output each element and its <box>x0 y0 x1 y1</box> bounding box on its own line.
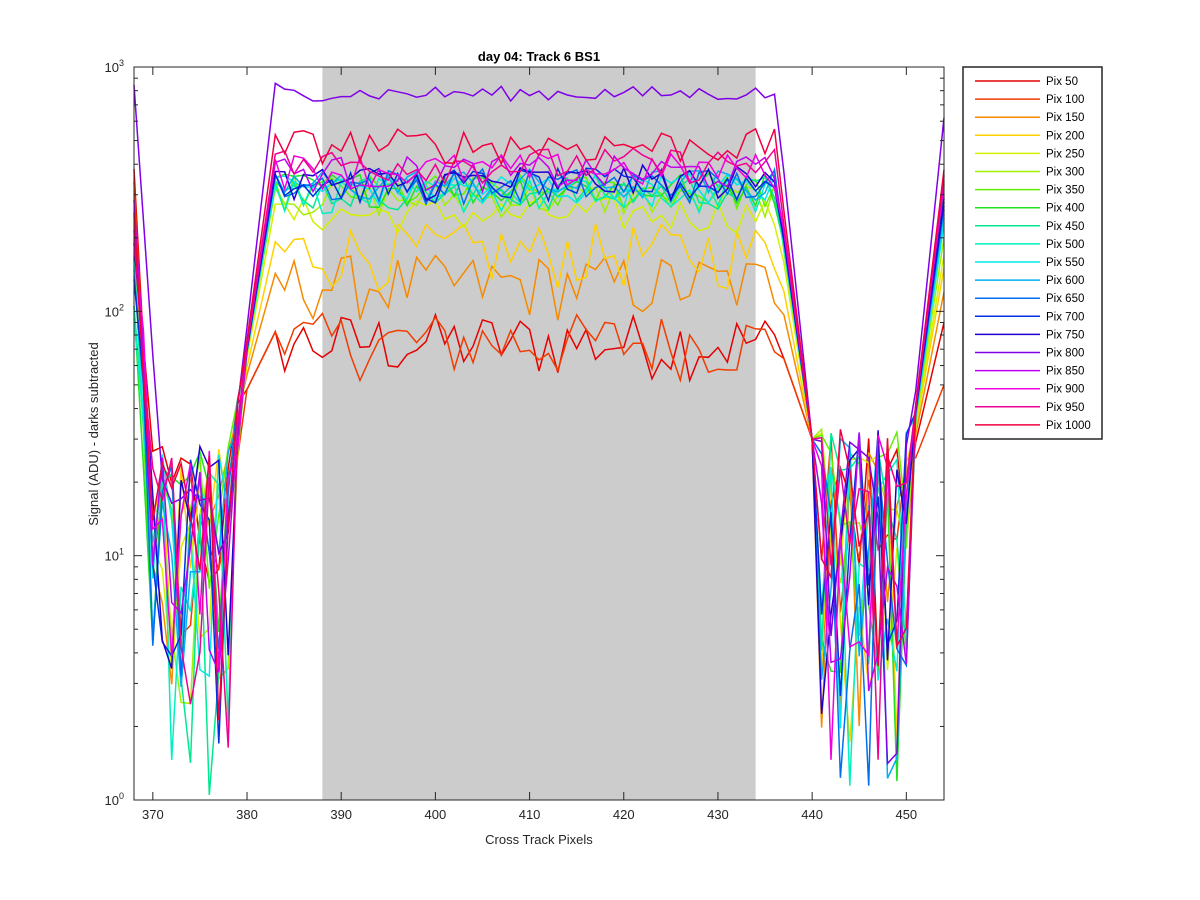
legend-label: Pix 1000 <box>1046 420 1091 432</box>
legend: Pix 50 Pix 100 Pix 150 Pix 200 Pix 250 Pix 30… <box>962 66 1103 440</box>
y-tick-label: 101 <box>105 547 124 564</box>
y-axis-ticks: 100 101 102 103 <box>105 58 944 808</box>
legend-label: Pix 850 <box>1046 366 1084 378</box>
legend-label: Pix 800 <box>1046 348 1084 360</box>
legend-label: Pix 500 <box>1046 239 1084 251</box>
y-tick-label: 102 <box>105 302 124 319</box>
x-tick-label: 440 <box>801 807 823 822</box>
y-tick-label: 103 <box>105 58 124 75</box>
x-axis-label: Cross Track Pixels <box>485 832 593 847</box>
legend-label: Pix 100 <box>1046 94 1084 106</box>
legend-label: Pix 200 <box>1046 130 1084 142</box>
legend-label: Pix 50 <box>1046 76 1078 88</box>
x-tick-label: 400 <box>425 807 447 822</box>
legend-label: Pix 150 <box>1046 112 1084 124</box>
legend-label: Pix 650 <box>1046 293 1084 305</box>
y-axis-label: Signal (ADU) - darks subtracted <box>86 342 101 526</box>
x-tick-label: 370 <box>142 807 164 822</box>
legend-label: Pix 700 <box>1046 311 1084 323</box>
x-tick-label: 410 <box>519 807 541 822</box>
x-tick-label: 380 <box>236 807 258 822</box>
x-tick-label: 430 <box>707 807 729 822</box>
x-tick-label: 390 <box>330 807 352 822</box>
legend-label: Pix 250 <box>1046 148 1084 160</box>
legend-label: Pix 450 <box>1046 221 1084 233</box>
legend-label: Pix 300 <box>1046 167 1084 179</box>
legend-label: Pix 900 <box>1046 384 1084 396</box>
legend-label: Pix 550 <box>1046 257 1084 269</box>
series-line-pix-1000 <box>133 127 945 721</box>
x-axis-ticks: 370 380 390 400 410 420 430 440 450 <box>142 67 917 822</box>
legend-label: Pix 750 <box>1046 329 1084 341</box>
axes-box <box>133 66 945 801</box>
legend-label: Pix 400 <box>1046 203 1084 215</box>
legend-label: Pix 950 <box>1046 402 1084 414</box>
legend-label: Pix 350 <box>1046 185 1084 197</box>
chart-title: day 04: Track 6 BS1 <box>478 49 600 64</box>
legend-label: Pix 600 <box>1046 275 1084 287</box>
series-group <box>133 82 945 796</box>
x-tick-label: 450 <box>895 807 917 822</box>
x-tick-label: 420 <box>613 807 635 822</box>
legend-box <box>962 66 1103 440</box>
y-tick-label: 100 <box>105 791 124 808</box>
series-line-pix-100 <box>133 182 945 637</box>
